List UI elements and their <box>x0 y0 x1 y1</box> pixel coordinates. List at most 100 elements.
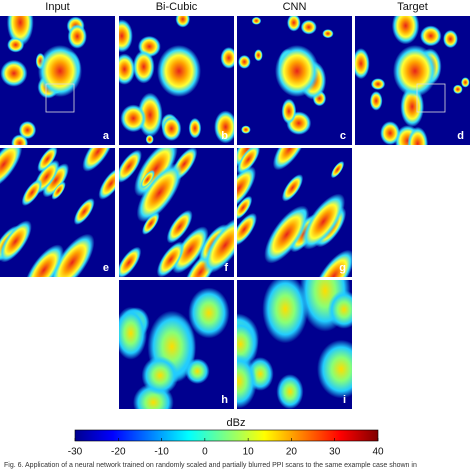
echo <box>281 98 297 125</box>
echo <box>140 169 155 190</box>
echo <box>237 148 261 175</box>
echo <box>313 249 352 277</box>
panel-letter: g <box>339 262 346 274</box>
echo <box>119 149 142 183</box>
radar-echoes <box>119 287 230 409</box>
storm <box>275 45 319 97</box>
colorbar-label: dBz <box>227 417 246 429</box>
panel-letter: h <box>221 394 228 406</box>
echo <box>251 16 262 25</box>
echo <box>119 53 136 85</box>
echo <box>370 78 386 90</box>
echo <box>330 160 345 179</box>
radar-echoes <box>119 148 234 277</box>
echo <box>175 16 191 28</box>
echo <box>188 287 230 339</box>
panel-letter: c <box>340 130 346 142</box>
echo <box>119 19 133 53</box>
echo <box>452 84 463 94</box>
colorbar-tick-label: 20 <box>286 447 298 458</box>
echo <box>369 91 383 111</box>
echo <box>237 148 263 167</box>
echo <box>119 306 148 360</box>
echo <box>51 181 66 200</box>
echo <box>443 29 458 49</box>
radar-echoes <box>237 280 352 409</box>
echo <box>237 166 256 210</box>
echo <box>0 220 32 263</box>
echo <box>67 24 87 49</box>
echo <box>119 246 142 277</box>
panel: b <box>119 16 234 145</box>
echo <box>73 198 95 225</box>
echo <box>238 54 251 69</box>
column-title: Target <box>397 1 428 13</box>
radar-echoes <box>237 148 352 277</box>
echo <box>264 205 310 264</box>
echo <box>322 29 334 39</box>
echo <box>24 244 64 277</box>
panel: c <box>237 16 352 145</box>
echo <box>407 126 429 145</box>
echo <box>82 148 114 172</box>
storm <box>157 45 201 97</box>
echo <box>301 193 346 250</box>
panel: f <box>119 148 234 277</box>
colorbar-tick-label: 30 <box>329 447 341 458</box>
echo <box>214 110 234 144</box>
echo <box>241 125 251 134</box>
echo <box>203 217 234 274</box>
colorbar-tick-label: 0 <box>202 447 208 458</box>
echo <box>327 290 352 329</box>
echo <box>317 339 352 399</box>
column-title: CNN <box>283 1 307 13</box>
echo <box>380 121 401 145</box>
echo <box>141 212 160 235</box>
radar-echoes <box>0 16 87 145</box>
column-title: Bi-Cubic <box>156 1 198 13</box>
echo <box>272 148 307 171</box>
echo <box>460 77 470 88</box>
echo <box>220 47 234 69</box>
echo <box>188 117 202 139</box>
colorbar-tick-label: -10 <box>154 447 169 458</box>
colorbar-tick-label: -20 <box>111 447 126 458</box>
column-title: Input <box>45 1 69 13</box>
echo <box>237 195 253 220</box>
colorbar-tick-label: 10 <box>243 447 255 458</box>
radar-echoes <box>119 16 234 145</box>
panel-letter: d <box>457 130 464 142</box>
echo <box>49 233 95 277</box>
echo <box>120 104 147 133</box>
radar-echoes <box>0 148 115 277</box>
colorbar-tick-label: -30 <box>68 447 83 458</box>
echo <box>98 167 115 200</box>
colorbar-ticks: -30 -20 -10 0 10 20 30 40 <box>68 438 384 458</box>
echo <box>237 212 257 246</box>
panel: h <box>119 280 234 409</box>
echo <box>136 163 183 223</box>
zoom-box <box>45 83 75 113</box>
echo <box>419 25 442 47</box>
echo <box>42 163 69 198</box>
echo <box>166 210 193 244</box>
panels: a b c d e f g h i <box>0 16 470 409</box>
caption: Fig. 6. Application of a neural network … <box>4 462 417 469</box>
echo <box>262 280 309 344</box>
panel-letter: e <box>103 262 109 274</box>
echo <box>141 355 179 395</box>
echo <box>21 179 43 206</box>
echo <box>276 374 304 409</box>
echo <box>0 59 28 87</box>
panel-letter: f <box>224 262 228 274</box>
panel: i <box>237 280 352 409</box>
panel-letter: b <box>221 130 228 142</box>
echo <box>391 16 420 45</box>
echo <box>287 16 301 32</box>
echo <box>355 48 370 80</box>
storm <box>393 45 437 97</box>
echo <box>237 354 257 409</box>
echo <box>300 19 317 35</box>
echo <box>132 50 155 84</box>
